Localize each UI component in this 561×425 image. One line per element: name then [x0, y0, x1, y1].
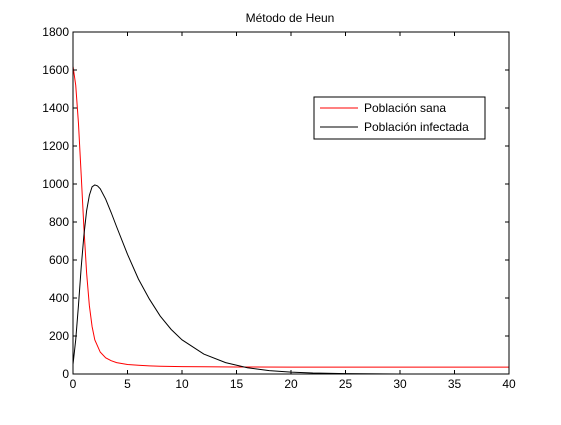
x-tick-label: 30: [393, 377, 407, 391]
plot-area-frame: [72, 31, 510, 375]
x-tick-label: 15: [230, 377, 244, 391]
legend-label-poblacion-infectada: Población infectada: [364, 120, 469, 134]
series-line-poblacion-infectada: [72, 184, 509, 375]
y-tick-label: 0: [62, 367, 69, 381]
y-axis-ticks: 0 200 400 600 800 1000 1200 1400 1600 1800: [42, 25, 509, 381]
x-tick-label: 35: [448, 377, 462, 391]
y-tick-label: 800: [49, 215, 69, 229]
chart-title: Método de Heun: [246, 11, 335, 25]
y-tick-label: 1000: [42, 177, 69, 191]
legend-box: [313, 96, 486, 140]
y-tick-label: 1200: [42, 139, 69, 153]
series-layer: [72, 66, 509, 375]
y-tick-label: 400: [49, 291, 69, 305]
x-tick-label: 5: [124, 377, 131, 391]
x-tick-label: 0: [70, 377, 77, 391]
y-tick-label: 600: [49, 253, 69, 267]
x-tick-label: 40: [502, 377, 516, 391]
legend: Población sana Población infectada: [313, 96, 486, 140]
x-axis-ticks: 0 5 10 15 20 25 30 35 40: [70, 32, 516, 391]
x-tick-label: 20: [284, 377, 298, 391]
x-tick-label: 10: [175, 377, 189, 391]
y-tick-label: 1600: [42, 63, 69, 77]
x-tick-label: 25: [339, 377, 353, 391]
y-tick-label: 1800: [42, 25, 69, 39]
y-tick-label: 200: [49, 329, 69, 343]
y-tick-label: 1400: [42, 101, 69, 115]
legend-label-poblacion-sana: Población sana: [364, 101, 446, 115]
series-line-poblacion-sana: [72, 66, 509, 368]
